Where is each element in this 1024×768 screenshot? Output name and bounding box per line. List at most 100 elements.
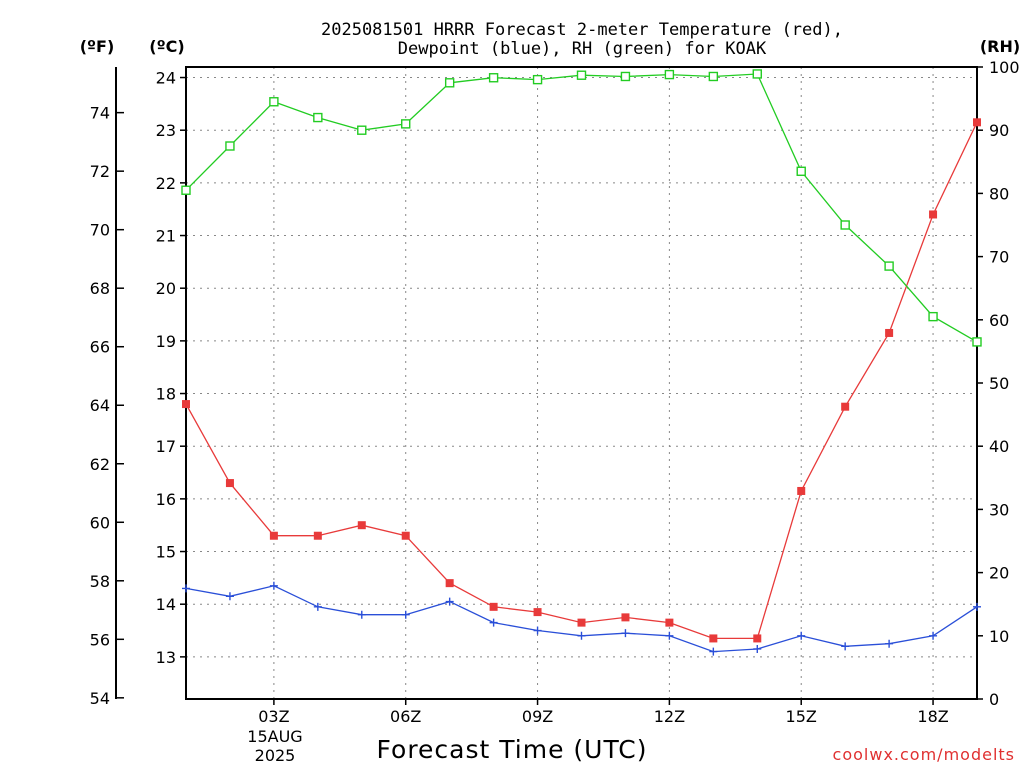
rh-point — [488, 73, 499, 83]
rh-point — [225, 141, 235, 151]
rh-point — [928, 311, 938, 322]
temperature-point — [885, 328, 894, 337]
temperature-point — [753, 634, 762, 643]
temperature-point — [841, 402, 850, 411]
temperature-line — [185, 122, 978, 640]
rh-tick-label: 90 — [989, 121, 1009, 140]
celsius-tick-label: 15 — [156, 543, 176, 562]
dewpoint-point — [885, 639, 894, 648]
temperature-point — [445, 579, 454, 588]
fahrenheit-tick-label: 60 — [90, 513, 110, 532]
temperature-point — [621, 613, 630, 622]
rh-tick-label: 50 — [989, 374, 1009, 393]
fahrenheit-axis-label: (ºF) — [80, 37, 115, 56]
x-axis-title: Forecast Time (UTC) — [377, 735, 648, 764]
dewpoint-point — [929, 631, 938, 640]
fahrenheit-tick-label: 74 — [90, 104, 110, 123]
temperature-point — [665, 618, 674, 627]
temperature-point — [577, 618, 586, 627]
x-date-label-year: 2025 — [255, 746, 296, 765]
rh-point — [840, 220, 850, 230]
dewpoint-point — [225, 592, 234, 601]
rh-point — [576, 70, 587, 80]
dewpoint-point — [797, 631, 806, 640]
temperature-point — [313, 531, 322, 540]
x-tick-label: 03Z — [258, 707, 289, 726]
celsius-tick-label: 20 — [156, 279, 176, 298]
celsius-tick-label: 22 — [156, 174, 176, 193]
celsius-tick-label: 16 — [156, 490, 176, 509]
temperature-point — [709, 634, 718, 643]
celsius-axis-label: (ºC) — [149, 37, 184, 56]
rh-tick-label: 20 — [989, 564, 1009, 583]
x-tick-label: 06Z — [390, 707, 421, 726]
rh-point — [313, 112, 323, 123]
celsius-tick-label: 18 — [156, 385, 176, 404]
temperature-point — [533, 608, 542, 617]
celsius-tick-label: 24 — [156, 69, 176, 88]
fahrenheit-tick-label: 70 — [90, 221, 110, 240]
rh-point — [972, 337, 982, 347]
dewpoint-point — [709, 647, 718, 656]
fahrenheit-tick-label: 58 — [90, 572, 110, 591]
rh-tick-label: 0 — [989, 690, 999, 709]
rh-point — [752, 69, 762, 79]
rh-point — [181, 185, 191, 195]
fahrenheit-tick-label: 72 — [90, 162, 110, 181]
rh-tick-label: 100 — [989, 58, 1020, 77]
dewpoint-point — [269, 581, 278, 590]
x-tick-label: 12Z — [654, 707, 685, 726]
celsius-tick-label: 19 — [156, 332, 176, 351]
dewpoint-point — [489, 618, 498, 627]
rh-point — [444, 78, 455, 88]
chart-title-line1: 2025081501 HRRR Forecast 2-meter Tempera… — [321, 20, 843, 40]
dewpoint-point — [401, 610, 410, 619]
rh-tick-label: 30 — [989, 500, 1009, 519]
rh-point — [884, 261, 894, 271]
celsius-tick-label: 23 — [156, 121, 176, 140]
rh-tick-label: 10 — [989, 627, 1009, 646]
x-tick-label: 18Z — [917, 707, 948, 726]
dewpoint-point — [182, 584, 190, 593]
axes: 54 56 58 60 62 64 66 68 70 72 74 13 14 15 16 17 18 19 20 21… — [90, 58, 1020, 726]
x-date-label-day: 15AUG — [247, 727, 302, 746]
dewpoint-point — [665, 631, 674, 640]
rh-tick-label: 60 — [989, 311, 1009, 330]
chart-title-line2: Dewpoint (blue), RH (green) for KOAK — [398, 39, 767, 59]
rh-point — [664, 69, 675, 80]
fahrenheit-tick-label: 56 — [90, 630, 110, 649]
rh-line — [185, 73, 978, 343]
temperature-point — [797, 486, 806, 495]
dewpoint-point — [621, 629, 630, 638]
celsius-tick-label: 21 — [156, 227, 176, 246]
dewpoint-point — [357, 610, 366, 619]
rh-point — [532, 74, 543, 85]
data-series — [181, 69, 982, 656]
dewpoint-point — [445, 597, 454, 606]
celsius-tick-label: 17 — [156, 437, 176, 456]
x-tick-label: 15Z — [786, 707, 817, 726]
celsius-tick-label: 13 — [156, 648, 176, 667]
fahrenheit-tick-label: 66 — [90, 338, 110, 357]
temperature-point — [357, 521, 366, 530]
dewpoint-point — [577, 631, 586, 640]
fahrenheit-tick-label: 62 — [90, 455, 110, 474]
rh-point — [796, 166, 806, 176]
fahrenheit-tick-label: 54 — [90, 689, 110, 708]
dewpoint-point — [533, 626, 542, 635]
temperature-point — [973, 118, 981, 127]
rh-point — [269, 97, 279, 107]
dewpoint-point — [973, 602, 981, 611]
rh-tick-label: 80 — [989, 184, 1009, 203]
rh-point — [401, 119, 411, 129]
dewpoint-point — [841, 642, 850, 651]
temperature-point — [225, 479, 234, 488]
temperature-point — [929, 210, 938, 219]
temperature-point — [182, 400, 190, 409]
rh-tick-label: 40 — [989, 437, 1009, 456]
temperature-point — [489, 602, 498, 611]
dewpoint-point — [313, 602, 322, 611]
grid-lines — [186, 67, 977, 699]
rh-point — [620, 71, 631, 82]
